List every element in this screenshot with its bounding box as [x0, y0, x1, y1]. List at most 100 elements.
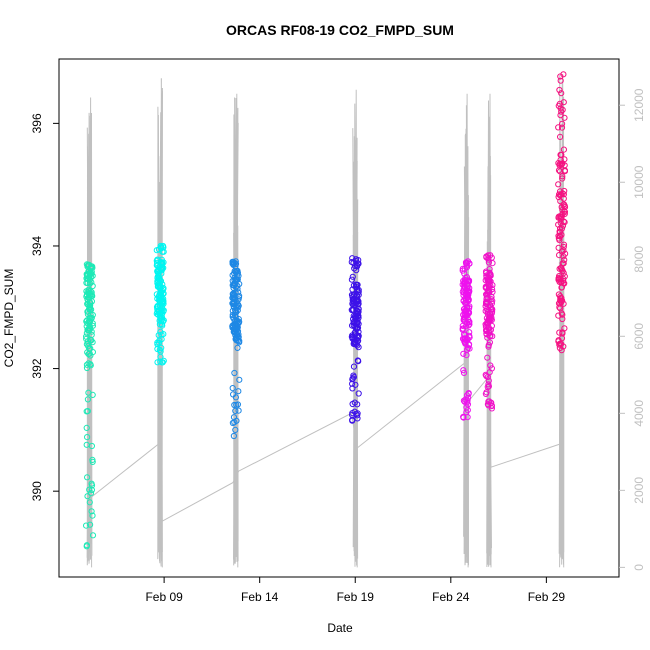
data-point [561, 210, 568, 217]
data-point [88, 274, 95, 281]
data-point [466, 341, 473, 348]
data-point [465, 390, 472, 397]
y-tick-label: 394 [30, 236, 44, 256]
data-point [89, 512, 96, 519]
data-point [235, 319, 242, 326]
data-point [488, 254, 495, 261]
data-point [555, 181, 562, 188]
data-point [561, 204, 569, 211]
data-point [354, 319, 361, 326]
data-point [85, 268, 92, 275]
data-point [488, 405, 495, 412]
data-point [464, 346, 471, 353]
data-point [558, 151, 565, 159]
data-point [486, 269, 493, 276]
x-tick-label: Feb 24 [432, 590, 470, 604]
data-point [84, 493, 91, 500]
data-point [487, 304, 494, 311]
data-point [556, 100, 563, 108]
flight-series-4 [348, 255, 362, 424]
data-point [354, 308, 361, 315]
data-point [84, 474, 91, 481]
data-point [488, 310, 495, 317]
data-point [160, 357, 167, 364]
x-axis-label: Date [327, 621, 353, 635]
data-point [154, 345, 161, 353]
data-point [561, 256, 568, 264]
data-point [460, 311, 467, 318]
data-point [560, 241, 568, 248]
data-point [350, 363, 358, 370]
data-point [88, 508, 95, 515]
data-point [461, 305, 468, 312]
data-point [462, 396, 469, 403]
data-point [231, 401, 238, 409]
data-point [156, 317, 163, 324]
data-point [555, 167, 563, 174]
chart-title: ORCAS RF08-19 CO2_FMPD_SUM [226, 22, 454, 38]
data-point [484, 298, 491, 305]
data-point [558, 225, 566, 232]
data-point [231, 268, 238, 275]
data-point [352, 329, 359, 336]
data-point [353, 256, 360, 263]
data-point [485, 287, 492, 294]
data-point [350, 297, 357, 305]
data-point [466, 329, 473, 336]
y-tick-label: 396 [30, 113, 44, 133]
data-point [87, 361, 94, 368]
data-point [229, 385, 236, 392]
data-point [353, 325, 360, 332]
data-point [348, 333, 355, 341]
data-point [352, 381, 359, 388]
data-point [353, 285, 361, 293]
y2-tick-label: 12000 [632, 88, 646, 122]
data-point [459, 325, 466, 332]
x-tick-label: Feb 09 [145, 590, 183, 604]
data-point [556, 344, 564, 352]
data-point [464, 414, 471, 421]
data-point [349, 322, 356, 329]
data-point [556, 304, 563, 311]
data-point [83, 542, 91, 549]
data-point [488, 402, 495, 409]
data-point [156, 337, 163, 344]
data-point [86, 314, 93, 322]
data-point [355, 358, 362, 365]
data-point [236, 376, 243, 383]
y2-tick-label: 0 [632, 564, 646, 571]
data-point [560, 247, 567, 254]
data-point [88, 486, 96, 494]
data-point [156, 292, 163, 299]
data-point [560, 253, 567, 260]
data-point [485, 259, 492, 266]
data-point [232, 284, 239, 291]
data-point [232, 278, 239, 285]
x-tick-label: Feb 19 [337, 590, 375, 604]
data-point [556, 329, 563, 336]
data-point [463, 290, 470, 297]
data-point [460, 298, 467, 305]
data-point [556, 86, 563, 94]
data-point [84, 289, 91, 296]
data-point [559, 173, 566, 180]
data-point [557, 77, 564, 84]
data-point [560, 270, 567, 277]
data-point [355, 333, 362, 340]
data-point [89, 458, 96, 465]
data-point [488, 314, 495, 321]
data-point [559, 175, 566, 182]
data-point [353, 304, 360, 311]
data-point [348, 259, 355, 266]
data-point [157, 328, 164, 335]
flight-series-3 [229, 258, 243, 440]
data-point [160, 248, 167, 255]
data-point [560, 260, 567, 267]
data-point [485, 343, 492, 350]
data-point [89, 391, 96, 398]
data-point [558, 124, 566, 131]
data-point [487, 332, 494, 339]
data-point [85, 288, 93, 295]
data-point [460, 397, 467, 404]
